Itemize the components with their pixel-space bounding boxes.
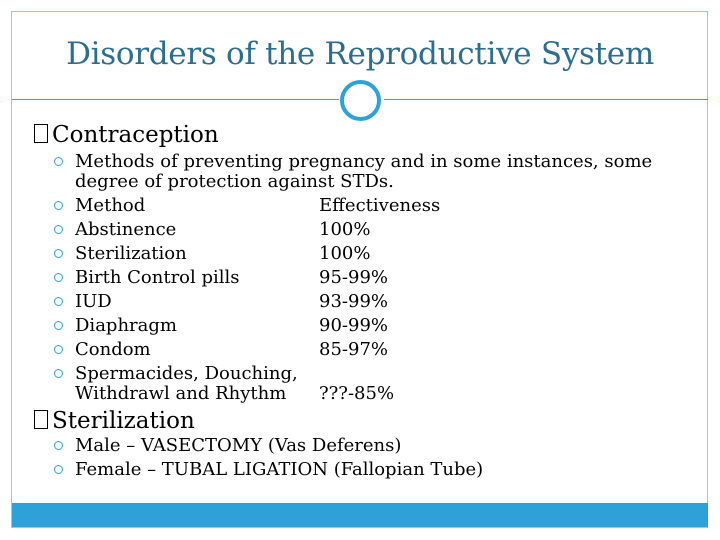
bullet-circle-icon: [54, 157, 63, 166]
bullet-circle-icon: [54, 345, 63, 354]
slide-frame: [11, 11, 708, 528]
bullet-circle-icon: [54, 225, 63, 234]
sterilization-heading: Sterilization: [34, 408, 195, 434]
bullet-circle-icon: [54, 273, 63, 282]
bullet-circle-icon: [54, 201, 63, 210]
bullet-circle-icon: [54, 297, 63, 306]
bullet-circle-icon: [54, 321, 63, 330]
missing-glyph-box-icon: [34, 410, 48, 429]
bullet-circle-icon: [54, 465, 63, 474]
slide-title: Disorders of the Reproductive System: [66, 36, 654, 72]
bullet-circle-icon: [54, 249, 63, 258]
title-divider-right: [384, 99, 708, 100]
bullet-circle-icon: [54, 369, 63, 378]
footer-bar: [12, 503, 708, 527]
circle-ornament-icon: [340, 80, 381, 121]
title-divider-left: [12, 99, 339, 100]
bullet-circle-icon: [54, 441, 63, 450]
missing-glyph-box-icon: [34, 124, 48, 143]
contraception-heading: Contraception: [34, 122, 219, 148]
